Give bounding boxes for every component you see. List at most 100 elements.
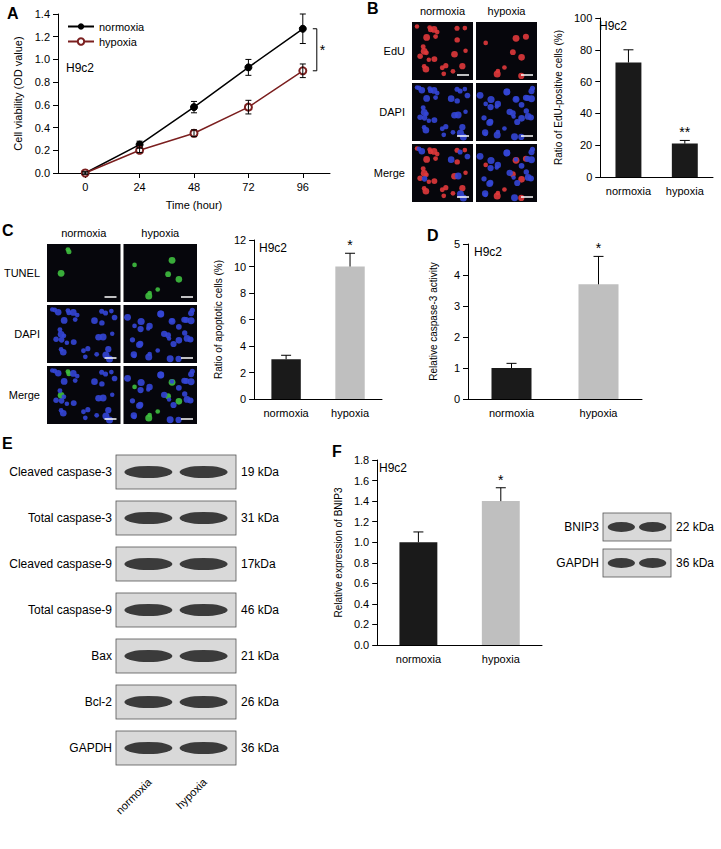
svg-text:Ratio of apoptotic cells (%): Ratio of apoptotic cells (%)	[213, 260, 224, 379]
svg-text:0: 0	[82, 181, 88, 193]
svg-text:*: *	[347, 237, 353, 253]
svg-text:31 kDa: 31 kDa	[241, 511, 279, 525]
svg-text:Bax: Bax	[91, 649, 112, 663]
svg-text:A: A	[7, 5, 19, 22]
svg-text:21 kDa: 21 kDa	[241, 649, 279, 663]
svg-text:Merge: Merge	[374, 167, 405, 179]
svg-text:**: **	[679, 124, 690, 140]
svg-text:1.2: 1.2	[35, 31, 50, 43]
svg-text:hypoxia: hypoxia	[580, 407, 619, 419]
svg-text:Relative caspase-3 activity: Relative caspase-3 activity	[428, 262, 439, 380]
svg-text:hypoxia: hypoxia	[482, 653, 521, 665]
svg-text:Bcl-2: Bcl-2	[85, 695, 113, 709]
svg-text:4: 4	[240, 340, 246, 352]
svg-text:1.8: 1.8	[354, 454, 369, 466]
svg-text:26 kDa: 26 kDa	[241, 695, 279, 709]
svg-text:100: 100	[574, 12, 592, 24]
svg-text:0.8: 0.8	[354, 557, 369, 569]
svg-text:Cleaved caspase-9: Cleaved caspase-9	[9, 557, 112, 571]
svg-text:0.0: 0.0	[35, 167, 50, 179]
svg-text:BNIP3: BNIP3	[564, 520, 599, 534]
svg-text:12: 12	[234, 234, 246, 246]
svg-text:0: 0	[454, 393, 460, 405]
svg-text:5: 5	[454, 238, 460, 250]
svg-text:0: 0	[240, 393, 246, 405]
svg-text:0: 0	[586, 171, 592, 183]
svg-text:normoxia: normoxia	[263, 407, 309, 419]
svg-text:0.8: 0.8	[35, 76, 50, 88]
svg-text:E: E	[2, 435, 13, 452]
svg-text:8: 8	[240, 287, 246, 299]
svg-text:F: F	[332, 443, 342, 460]
svg-text:H9c2: H9c2	[259, 241, 287, 255]
svg-text:48: 48	[188, 181, 200, 193]
svg-text:*: *	[596, 240, 602, 256]
svg-text:normoxia: normoxia	[61, 227, 107, 239]
svg-text:96: 96	[297, 181, 309, 193]
svg-text:40: 40	[580, 107, 592, 119]
svg-text:Relative expression of BNIP3: Relative expression of BNIP3	[333, 487, 344, 618]
svg-text:normoxia: normoxia	[489, 407, 535, 419]
svg-text:22 kDa: 22 kDa	[676, 520, 714, 534]
svg-text:B: B	[367, 0, 379, 17]
svg-text:hypoxia: hypoxia	[331, 407, 370, 419]
svg-text:0.0: 0.0	[354, 639, 369, 651]
svg-text:Total caspase-3: Total caspase-3	[28, 511, 112, 525]
svg-text:DAPI: DAPI	[14, 328, 40, 340]
svg-text:80: 80	[580, 44, 592, 56]
svg-text:H9c2: H9c2	[66, 61, 94, 75]
svg-text:hypoxia: hypoxia	[174, 775, 210, 811]
svg-text:1.0: 1.0	[354, 536, 369, 548]
svg-text:EdU: EdU	[384, 45, 405, 57]
svg-text:1.4: 1.4	[354, 495, 369, 507]
svg-text:normoxia: normoxia	[99, 21, 145, 33]
svg-text:normoxia: normoxia	[606, 185, 652, 197]
svg-text:TUNEL: TUNEL	[4, 267, 40, 279]
svg-text:0.6: 0.6	[35, 99, 50, 111]
svg-text:Merge: Merge	[9, 389, 40, 401]
svg-text:0.2: 0.2	[354, 618, 369, 630]
svg-text:3: 3	[454, 300, 460, 312]
svg-text:Cell viability (OD value): Cell viability (OD value)	[12, 36, 24, 150]
svg-text:normoxia: normoxia	[113, 775, 154, 816]
svg-text:C: C	[2, 222, 14, 239]
svg-text:20: 20	[580, 139, 592, 151]
svg-text:36 kDa: 36 kDa	[676, 556, 714, 570]
svg-text:DAPI: DAPI	[379, 106, 405, 118]
svg-text:0.4: 0.4	[35, 122, 50, 134]
svg-text:Cleaved caspase-3: Cleaved caspase-3	[9, 465, 112, 479]
svg-text:normoxia: normoxia	[396, 653, 442, 665]
svg-text:1.6: 1.6	[354, 475, 369, 487]
svg-text:H9c2: H9c2	[474, 245, 502, 259]
svg-text:Time (hour): Time (hour)	[166, 199, 222, 211]
svg-text:46 kDa: 46 kDa	[241, 603, 279, 617]
svg-text:GAPDH: GAPDH	[69, 741, 112, 755]
svg-text:Total caspase-9: Total caspase-9	[28, 603, 112, 617]
svg-text:60: 60	[580, 76, 592, 88]
svg-text:1.2: 1.2	[354, 516, 369, 528]
svg-text:0.6: 0.6	[354, 577, 369, 589]
svg-text:Ratio of EdU-positive cells (%: Ratio of EdU-positive cells (%)	[553, 30, 564, 165]
svg-text:36 kDa: 36 kDa	[241, 741, 279, 755]
svg-text:0.4: 0.4	[354, 598, 369, 610]
svg-text:72: 72	[242, 181, 254, 193]
svg-text:1: 1	[454, 362, 460, 374]
svg-text:*: *	[320, 42, 326, 58]
svg-text:2: 2	[240, 367, 246, 379]
svg-text:6: 6	[240, 314, 246, 326]
svg-text:GAPDH: GAPDH	[556, 556, 599, 570]
svg-text:hypoxia: hypoxia	[488, 5, 527, 17]
svg-text:normoxia: normoxia	[420, 5, 466, 17]
svg-text:H9c2: H9c2	[379, 461, 407, 475]
svg-text:hypoxia: hypoxia	[141, 227, 180, 239]
svg-text:hypoxia: hypoxia	[99, 36, 138, 48]
svg-text:17kDa: 17kDa	[241, 557, 276, 571]
svg-text:4: 4	[454, 269, 460, 281]
svg-text:0.2: 0.2	[35, 144, 50, 156]
svg-text:*: *	[498, 472, 504, 488]
svg-text:D: D	[427, 227, 439, 244]
svg-text:2: 2	[454, 331, 460, 343]
svg-text:24: 24	[133, 181, 145, 193]
svg-text:1.0: 1.0	[35, 53, 50, 65]
svg-text:10: 10	[234, 261, 246, 273]
